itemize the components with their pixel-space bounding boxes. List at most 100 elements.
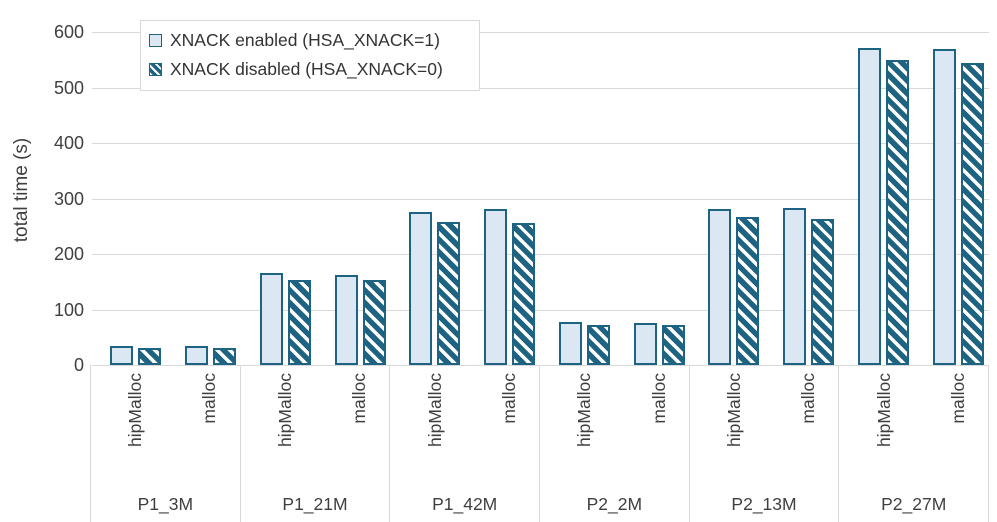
x-group-P2_13M: hipMalloc malloc P2_13M — [690, 365, 840, 522]
gridline — [92, 254, 989, 255]
x-sublabel: hipMalloc — [873, 373, 894, 447]
y-tick-label: 300 — [53, 188, 84, 209]
legend-item-disabled: XNACK disabled (HSA_XNACK=0) — [149, 59, 467, 80]
x-subcell: malloc — [465, 365, 539, 487]
bar-xnack-enabled — [558, 322, 582, 365]
x-sublabel: hipMalloc — [723, 373, 744, 447]
gridline — [92, 309, 989, 311]
bar-xnack-enabled — [110, 346, 134, 365]
x-subcell: hipMalloc — [839, 365, 913, 487]
x-group-label: P1_3M — [137, 494, 194, 514]
bar-xnack-enabled — [185, 346, 209, 365]
x-sublabel: malloc — [947, 373, 968, 424]
gridline — [92, 198, 989, 200]
bar-xnack-disabled — [586, 324, 610, 365]
bar-xnack-disabled — [811, 219, 835, 365]
x-subcell: malloc — [614, 365, 688, 487]
bar-xnack-disabled — [885, 60, 909, 365]
x-axis-category-table: hipMalloc malloc P1_3M hipMalloc malloc P1_21… — [90, 365, 990, 522]
bar-xnack-enabled — [334, 274, 358, 365]
x-group-label: P2_27M — [881, 494, 947, 514]
bar-pair-P2_13M-malloc — [765, 32, 840, 365]
bar-pair-P2_27M-hipMalloc — [840, 32, 915, 365]
bar-pair-P2_27M-malloc — [914, 32, 989, 365]
x-subcell: malloc — [764, 365, 838, 487]
bar-group-P2_13M — [690, 32, 840, 365]
bar-group-P1_3M — [92, 32, 242, 365]
x-sublabel: malloc — [798, 373, 819, 424]
x-subcell: malloc — [315, 365, 389, 487]
gridline — [92, 32, 989, 33]
x-subcell: hipMalloc — [690, 365, 764, 487]
bar-xnack-disabled — [512, 222, 536, 365]
x-subcell: hipMalloc — [390, 365, 464, 487]
bar-pair-P2_2M-hipMalloc — [541, 32, 616, 365]
x-subcell: hipMalloc — [91, 365, 165, 487]
x-sublabel: hipMalloc — [125, 373, 146, 447]
x-sublabel: malloc — [498, 373, 519, 424]
x-group-P2_27M: hipMalloc malloc P2_27M — [839, 365, 990, 522]
x-group-label: P1_21M — [282, 494, 348, 514]
legend-swatch-enabled — [149, 34, 162, 47]
y-tick-label: 100 — [53, 299, 84, 320]
bars-layer — [92, 32, 989, 365]
y-tick-label: 400 — [53, 133, 84, 153]
x-sublabel: hipMalloc — [274, 373, 295, 447]
bar-xnack-enabled — [857, 47, 881, 365]
x-group-P1_42M: hipMalloc malloc P1_42M — [390, 365, 541, 522]
y-axis-ticks: 0 100 200 300 400 500 600 — [0, 0, 84, 522]
bar-xnack-disabled — [362, 280, 386, 365]
x-sublabels-row: hipMalloc malloc — [690, 365, 839, 487]
x-sublabel: malloc — [199, 373, 220, 424]
bar-pair-P1_3M-malloc — [167, 32, 242, 365]
y-tick-label: 600 — [53, 22, 84, 42]
x-group-P1_21M: hipMalloc malloc P1_21M — [241, 365, 391, 522]
y-tick-label: 200 — [53, 244, 84, 264]
x-subcell: malloc — [914, 365, 988, 487]
bar-pair-P2_2M-malloc — [615, 32, 690, 365]
bar-pair-P2_13M-hipMalloc — [690, 32, 765, 365]
bar-pair-P1_42M-malloc — [466, 32, 541, 365]
x-group-label: P2_13M — [731, 494, 797, 514]
bar-xnack-enabled — [708, 209, 732, 365]
bar-xnack-enabled — [932, 48, 956, 365]
x-group-label: P1_42M — [432, 494, 498, 514]
x-group-P2_2M: hipMalloc malloc P2_2M — [540, 365, 690, 522]
bar-xnack-enabled — [783, 207, 807, 365]
legend-item-enabled: XNACK enabled (HSA_XNACK=1) — [149, 30, 467, 51]
x-subcell: hipMalloc — [241, 365, 315, 487]
bar-xnack-disabled — [287, 279, 311, 365]
bar-group-P1_21M — [242, 32, 392, 365]
legend-label-enabled: XNACK enabled (HSA_XNACK=1) — [170, 30, 440, 50]
x-sublabels-row: hipMalloc malloc — [390, 365, 539, 487]
x-group-label: P2_2M — [586, 494, 643, 514]
plot-area: XNACK enabled (HSA_XNACK=1) XNACK disabl… — [92, 20, 989, 366]
bar-xnack-enabled — [633, 322, 657, 365]
bar-pair-P1_21M-hipMalloc — [242, 32, 317, 365]
bar-group-P1_42M — [391, 32, 541, 365]
x-sublabels-row: hipMalloc malloc — [91, 365, 240, 487]
x-group-P1_3M: hipMalloc malloc P1_3M — [91, 365, 241, 522]
bar-pair-P1_3M-hipMalloc — [92, 32, 167, 365]
x-sublabels-row: hipMalloc malloc — [540, 365, 689, 487]
x-sublabel: malloc — [349, 373, 370, 424]
x-sublabel: hipMalloc — [424, 373, 445, 447]
bar-xnack-disabled — [138, 347, 162, 365]
x-sublabels-row: hipMalloc malloc — [241, 365, 390, 487]
bar-xnack-enabled — [484, 209, 508, 365]
bar-xnack-disabled — [661, 325, 685, 365]
bar-xnack-enabled — [259, 272, 283, 365]
bar-xnack-disabled — [960, 63, 984, 365]
gridline — [92, 365, 989, 366]
bar-xnack-disabled — [437, 221, 461, 365]
bar-xnack-enabled — [409, 211, 433, 365]
x-subcell: hipMalloc — [540, 365, 614, 487]
y-tick-label: 500 — [53, 77, 84, 98]
bar-xnack-disabled — [213, 347, 237, 365]
x-sublabels-row: hipMalloc malloc — [839, 365, 988, 487]
bar-xnack-disabled — [736, 217, 760, 365]
bar-pair-P1_21M-malloc — [316, 32, 391, 365]
gridline — [92, 143, 989, 144]
x-subcell: malloc — [165, 365, 239, 487]
